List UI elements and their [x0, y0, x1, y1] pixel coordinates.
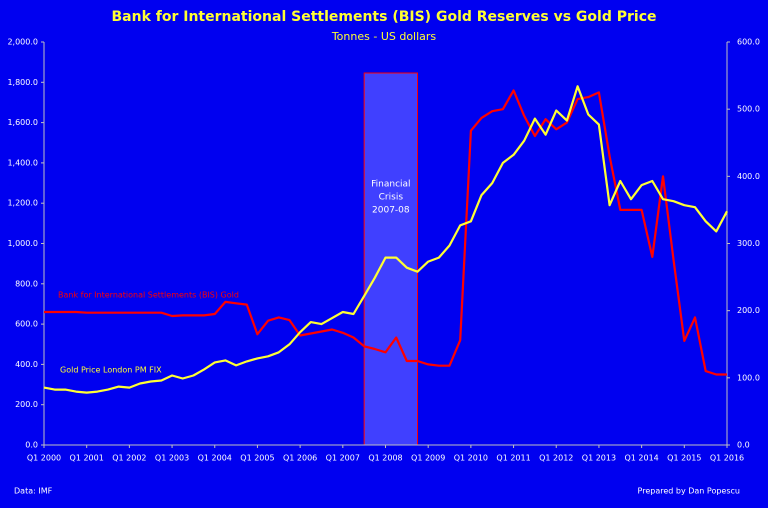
crisis-region — [363, 72, 419, 446]
series-label: Gold Price London PM FIX — [60, 366, 162, 375]
crisis-label: Financial — [371, 180, 410, 190]
x-tick-label: Q1 2016 — [710, 454, 744, 463]
y-tick-label: 1,000.0 — [7, 239, 38, 248]
series-label: Bank for International Settlements (BIS)… — [58, 291, 239, 300]
x-tick-label: Q1 2009 — [411, 454, 445, 463]
y-tick-label: 1,200.0 — [7, 199, 38, 208]
y-tick-label: 1,800.0 — [7, 78, 38, 87]
y2-tick-label: 0.0 — [737, 441, 750, 450]
y2-tick-label: 200.0 — [737, 306, 760, 315]
chart-subtitle: Tonnes - US dollars — [331, 30, 437, 43]
y-tick-label: 600.0 — [15, 320, 38, 329]
x-tick-label: Q1 2003 — [155, 454, 189, 463]
crisis-label: Crisis — [379, 193, 404, 203]
y-tick-label: 400.0 — [15, 360, 38, 369]
x-tick-label: Q1 2008 — [368, 454, 402, 463]
crisis-label: 2007-08 — [372, 206, 410, 216]
x-tick-label: Q1 2015 — [667, 454, 701, 463]
y-tick-label: 2,000.0 — [7, 38, 38, 47]
source-note: Data: IMF — [14, 487, 53, 496]
credit-note: Prepared by Dan Popescu — [638, 487, 740, 496]
y-tick-label: 0.0 — [25, 441, 38, 450]
series-line — [44, 89, 727, 376]
x-tick-label: Q1 2014 — [624, 454, 658, 463]
x-tick-label: Q1 2007 — [326, 454, 360, 463]
x-tick-label: Q1 2000 — [27, 454, 61, 463]
y2-tick-label: 600.0 — [737, 38, 760, 47]
x-tick-label: Q1 2002 — [112, 454, 146, 463]
y-tick-label: 800.0 — [15, 279, 38, 288]
y2-tick-label: 400.0 — [737, 172, 760, 181]
y-tick-label: 200.0 — [15, 400, 38, 409]
y2-tick-label: 100.0 — [737, 373, 760, 382]
x-tick-label: Q1 2001 — [70, 454, 104, 463]
x-tick-label: Q1 2012 — [539, 454, 573, 463]
x-tick-label: Q1 2004 — [198, 454, 232, 463]
x-tick-label: Q1 2013 — [582, 454, 616, 463]
y2-tick-label: 300.0 — [737, 239, 760, 248]
series-line — [43, 85, 728, 394]
y2-tick-label: 500.0 — [737, 105, 760, 114]
x-tick-label: Q1 2011 — [496, 454, 530, 463]
x-tick-label: Q1 2006 — [283, 454, 317, 463]
chart-title: Bank for International Settlements (BIS)… — [111, 9, 656, 25]
y-tick-label: 1,600.0 — [7, 118, 38, 127]
x-tick-label: Q1 2010 — [454, 454, 488, 463]
x-tick-label: Q1 2005 — [240, 454, 274, 463]
y-tick-label: 1,400.0 — [7, 158, 38, 167]
